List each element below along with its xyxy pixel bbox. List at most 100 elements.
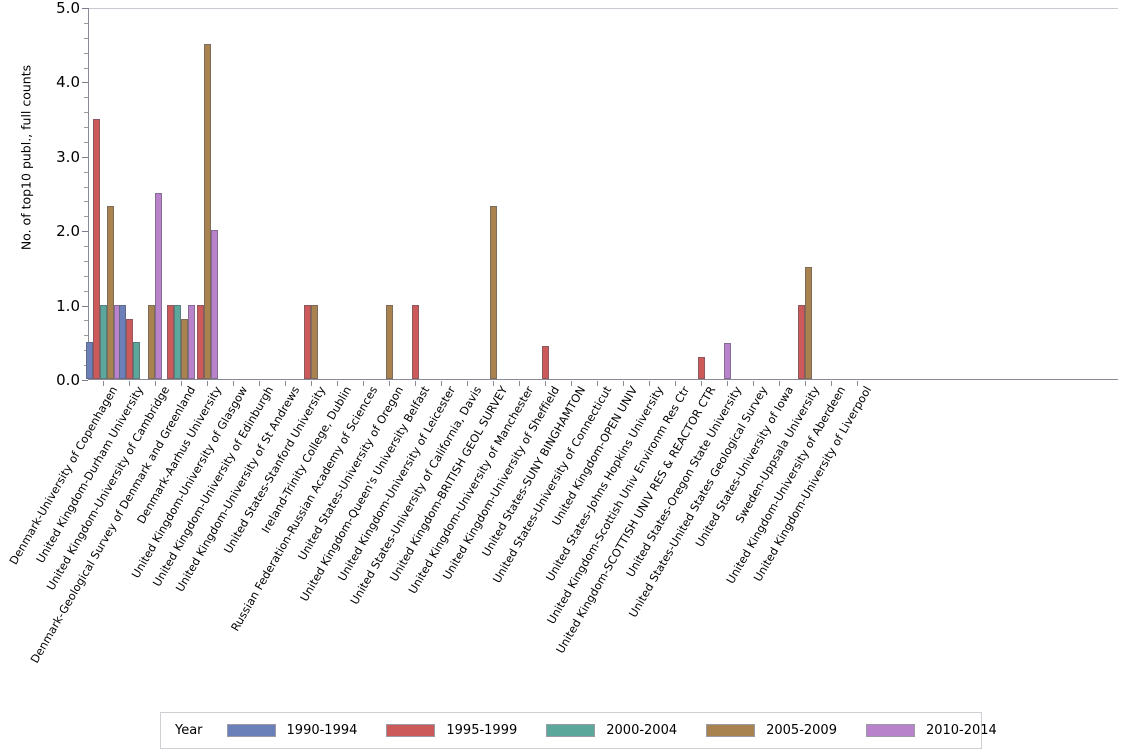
y-tick-mark — [82, 305, 88, 307]
x-tick-mark — [727, 381, 728, 386]
x-tick-mark — [311, 381, 312, 386]
y-minor-tick-mark — [84, 320, 88, 322]
legend-item[interactable]: 2010-2014 — [865, 723, 997, 738]
x-tick-mark — [831, 381, 832, 386]
x-tick-mark — [129, 381, 130, 386]
y-minor-tick-mark — [84, 335, 88, 337]
legend-label: 1995-1999 — [446, 723, 518, 738]
x-axis-line — [88, 378, 1118, 380]
y-tick-label: 5.0 — [56, 0, 80, 17]
x-tick-mark — [675, 381, 676, 386]
x-tick-mark — [233, 381, 234, 386]
bar — [92, 118, 100, 379]
y-minor-tick-mark — [84, 127, 88, 129]
y-minor-tick-mark — [84, 141, 88, 143]
bar — [805, 267, 812, 379]
x-tick-mark — [805, 381, 806, 386]
bar — [210, 230, 218, 379]
x-tick-mark — [753, 381, 754, 386]
y-minor-tick-mark — [84, 37, 88, 39]
legend-title: Year — [175, 723, 203, 738]
y-axis-label: No. of top10 publ., full counts — [18, 64, 34, 251]
y-tick-label: 2.0 — [56, 222, 80, 241]
y-tick-label: 4.0 — [56, 73, 80, 92]
x-tick-mark — [779, 381, 780, 386]
y-minor-tick-mark — [84, 201, 88, 203]
x-tick-mark — [415, 381, 416, 386]
x-tick-mark — [857, 381, 858, 386]
y-minor-tick-mark — [84, 260, 88, 262]
y-tick-mark — [82, 82, 88, 84]
x-tick-mark — [545, 381, 546, 386]
legend-item[interactable]: 2005-2009 — [706, 723, 837, 738]
legend-label: 2005-2009 — [766, 723, 837, 738]
y-tick-label: 0.0 — [56, 371, 80, 389]
bar — [155, 193, 162, 379]
bar — [99, 304, 107, 379]
x-tick-mark — [181, 381, 182, 386]
y-tick-mark — [82, 8, 88, 9]
legend-color-swatch — [226, 724, 276, 737]
y-minor-tick-mark — [84, 22, 88, 24]
x-tick-mark — [259, 381, 260, 386]
bar — [311, 304, 318, 379]
x-tick-mark — [571, 381, 572, 386]
x-tick-mark — [441, 381, 442, 386]
x-tick-mark — [103, 381, 104, 386]
bar — [188, 304, 195, 379]
bar — [132, 341, 140, 379]
y-minor-tick-mark — [84, 97, 88, 99]
y-minor-tick-mark — [84, 171, 88, 173]
legend-color-swatch — [706, 724, 756, 737]
legend-color-swatch — [546, 724, 596, 737]
x-tick-mark — [623, 381, 624, 386]
bar — [304, 304, 311, 379]
x-tick-mark — [337, 381, 338, 386]
y-minor-tick-mark — [84, 275, 88, 277]
y-tick-mark — [82, 380, 88, 381]
bar — [489, 205, 497, 379]
y-axis-line — [88, 8, 90, 380]
bar — [85, 341, 93, 379]
x-tick-mark — [363, 381, 364, 386]
legend-label: 1990-1994 — [286, 723, 358, 738]
legend: Year 1990-1994 1995-1999 2000-2004 2005-200… — [160, 712, 997, 749]
bar — [148, 304, 155, 379]
bar — [125, 319, 133, 379]
x-axis-category-label: United Kingdom-Durham University — [34, 384, 147, 566]
y-tick-label: 3.0 — [56, 147, 80, 166]
plot-area — [85, 8, 1118, 386]
bar — [385, 304, 393, 379]
bar — [723, 343, 731, 379]
bar — [203, 44, 211, 379]
y-minor-tick-mark — [84, 52, 88, 54]
bar — [196, 304, 204, 379]
y-minor-tick-mark — [84, 112, 88, 114]
y-tick-mark — [82, 156, 88, 158]
x-tick-mark — [519, 381, 520, 386]
y-tick-label: 1.0 — [56, 296, 80, 315]
bar — [118, 304, 126, 379]
legend-item[interactable]: 1990-1994 — [226, 723, 358, 738]
y-minor-tick-mark — [84, 246, 88, 248]
x-tick-mark — [493, 381, 494, 386]
bar — [167, 304, 174, 379]
legend-item[interactable]: 2000-2004 — [546, 723, 677, 738]
bar — [697, 356, 705, 379]
legend-color-swatch — [386, 724, 436, 737]
x-tick-mark — [467, 381, 468, 386]
bar — [798, 304, 805, 379]
x-tick-mark — [649, 381, 650, 386]
x-axis-labels: Denmark-University of Copenhagen United K… — [7, 384, 1134, 684]
x-tick-mark — [207, 381, 208, 386]
legend-item[interactable]: 1995-1999 — [386, 723, 517, 738]
y-minor-tick-mark — [84, 67, 88, 69]
x-tick-mark — [155, 381, 156, 386]
y-minor-tick-mark — [84, 290, 88, 292]
y-tick-mark — [82, 231, 88, 233]
legend-items: 1990-1994 1995-1999 2000-2004 2005-2009 2010… — [226, 723, 1026, 738]
x-tick-mark — [389, 381, 390, 386]
bar — [174, 304, 181, 379]
x-tick-mark — [701, 381, 702, 386]
